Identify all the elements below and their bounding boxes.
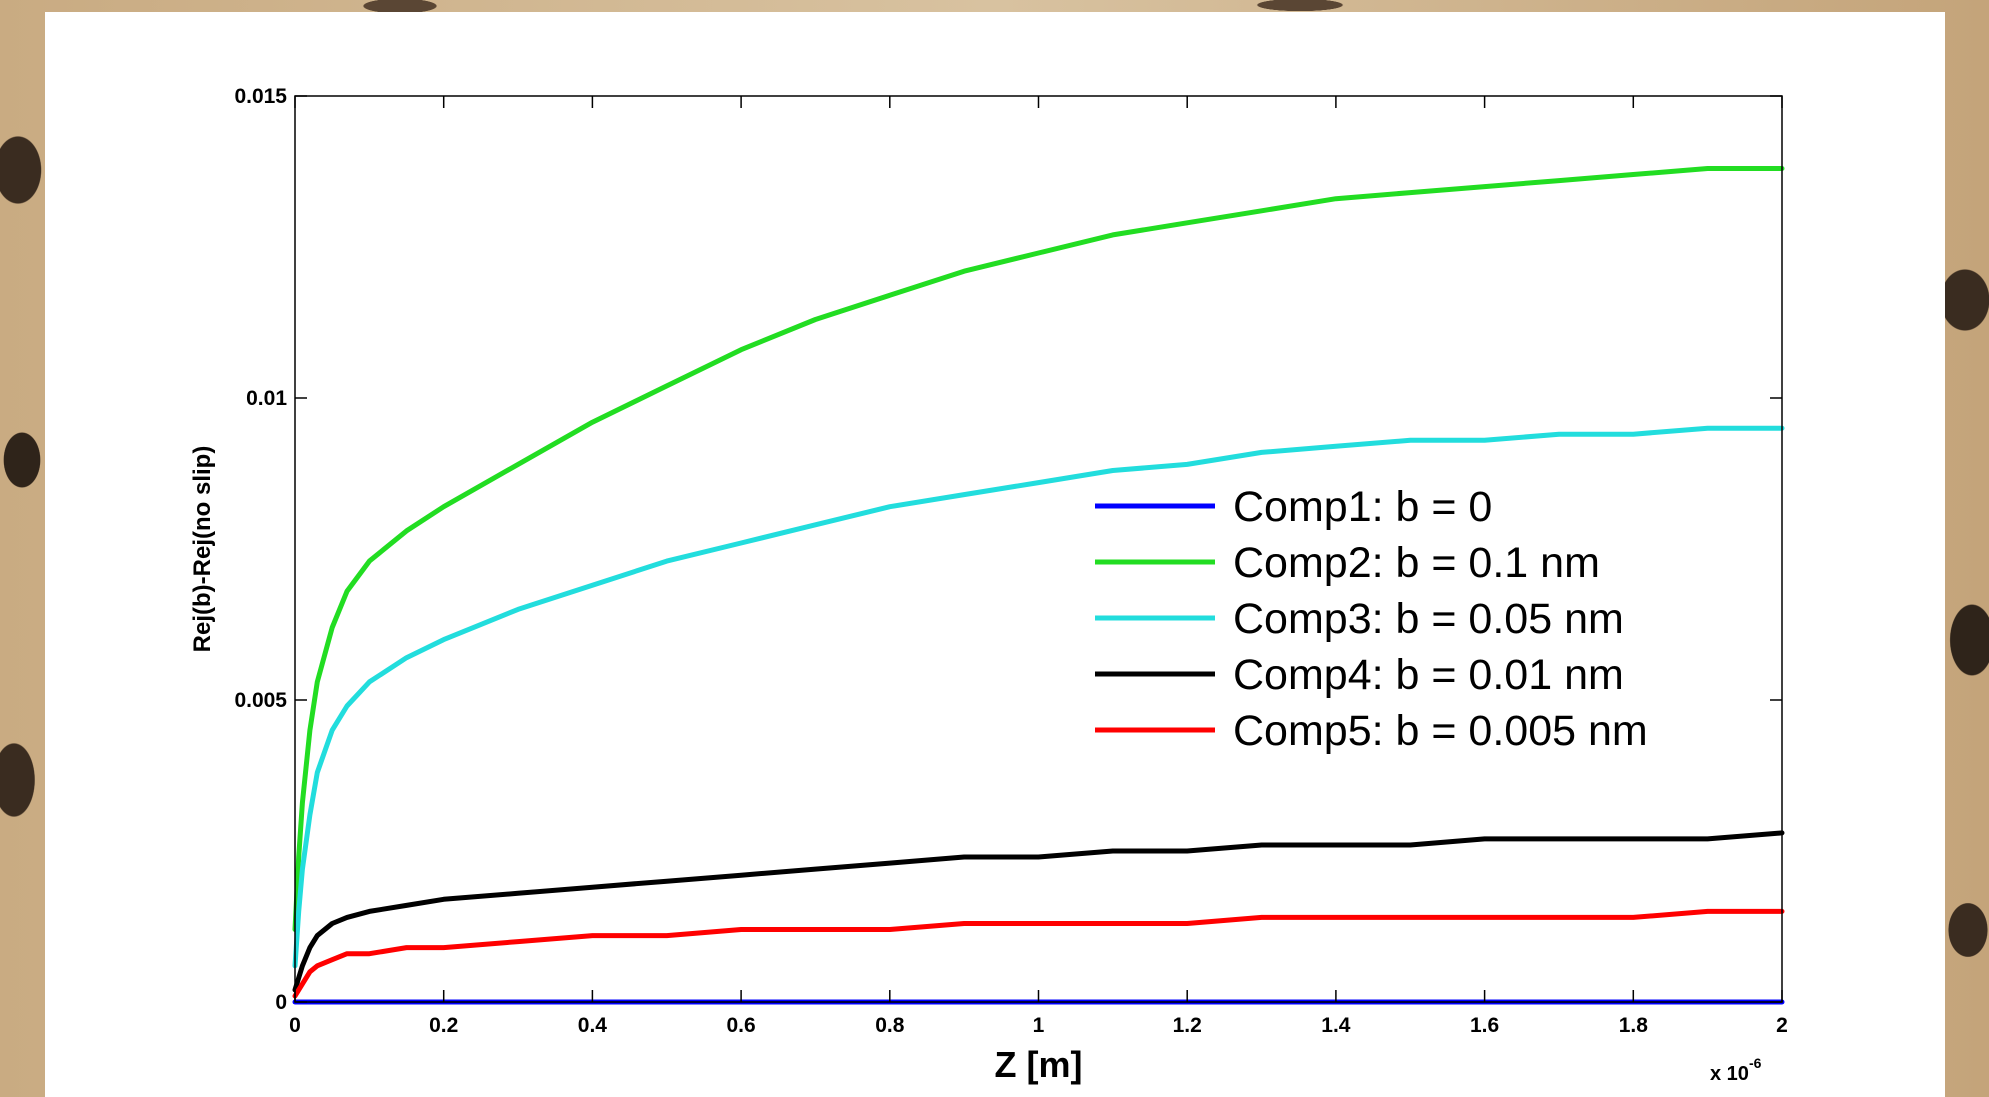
series-line-5 xyxy=(292,908,1785,999)
legend-label-1: Comp1: b = 0 xyxy=(1233,483,1492,531)
x-axis-exponent-power: -6 xyxy=(1749,1055,1762,1071)
x-tick-label: 2 xyxy=(1776,1014,1788,1037)
y-axis-ticks: 0 0.005 0.01 0.015 xyxy=(234,85,1782,1014)
x-tick-label: 1.6 xyxy=(1470,1014,1499,1037)
x-tick-label: 1.2 xyxy=(1173,1014,1202,1037)
series-line-3 xyxy=(292,425,1785,969)
x-axis-ticks: 0 0.2 0.4 0.6 0.8 1 1.2 1.4 1.6 1.8 2 xyxy=(289,96,1788,1037)
legend: Comp1: b = 0 Comp2: b = 0.1 nm Comp3: b = … xyxy=(1095,483,1648,755)
series-line-2 xyxy=(292,166,1785,932)
y-tick-label: 0.01 xyxy=(246,387,287,410)
x-tick-label: 0.8 xyxy=(875,1014,905,1037)
x-tick-label: 0.2 xyxy=(429,1014,458,1037)
y-tick-label: 0.015 xyxy=(234,85,287,108)
legend-label-3: Comp3: b = 0.05 nm xyxy=(1233,595,1624,643)
y-axis-label: Rej(b)-Rej(no slip) xyxy=(189,446,216,653)
x-tick-label: 0.6 xyxy=(726,1014,755,1037)
x-tick-label: 1.4 xyxy=(1321,1014,1351,1037)
legend-label-4: Comp4: b = 0.01 nm xyxy=(1233,651,1624,699)
chart-panel: 0 0.2 0.4 0.6 0.8 1 1.2 1.4 1.6 1.8 2 0 0.005 0.01 0.… xyxy=(45,12,1945,1097)
x-axis-exponent: x 10-6 xyxy=(1710,1055,1762,1085)
line-chart: 0 0.2 0.4 0.6 0.8 1 1.2 1.4 1.6 1.8 2 0 0.005 0.01 0.… xyxy=(189,85,1788,1085)
legend-label-5: Comp5: b = 0.005 nm xyxy=(1233,707,1648,755)
y-tick-label: 0 xyxy=(275,991,287,1014)
x-tick-label: 0.4 xyxy=(578,1014,608,1037)
x-tick-label: 1 xyxy=(1033,1014,1045,1037)
x-tick-label: 1.8 xyxy=(1619,1014,1649,1037)
x-axis-label: Z [m] xyxy=(995,1044,1083,1085)
y-tick-label: 0.005 xyxy=(234,689,287,712)
x-axis-exponent-base: x 10 xyxy=(1710,1063,1749,1085)
series-line-4 xyxy=(292,830,1785,993)
x-tick-label: 0 xyxy=(289,1014,301,1037)
legend-label-2: Comp2: b = 0.1 nm xyxy=(1233,539,1600,587)
